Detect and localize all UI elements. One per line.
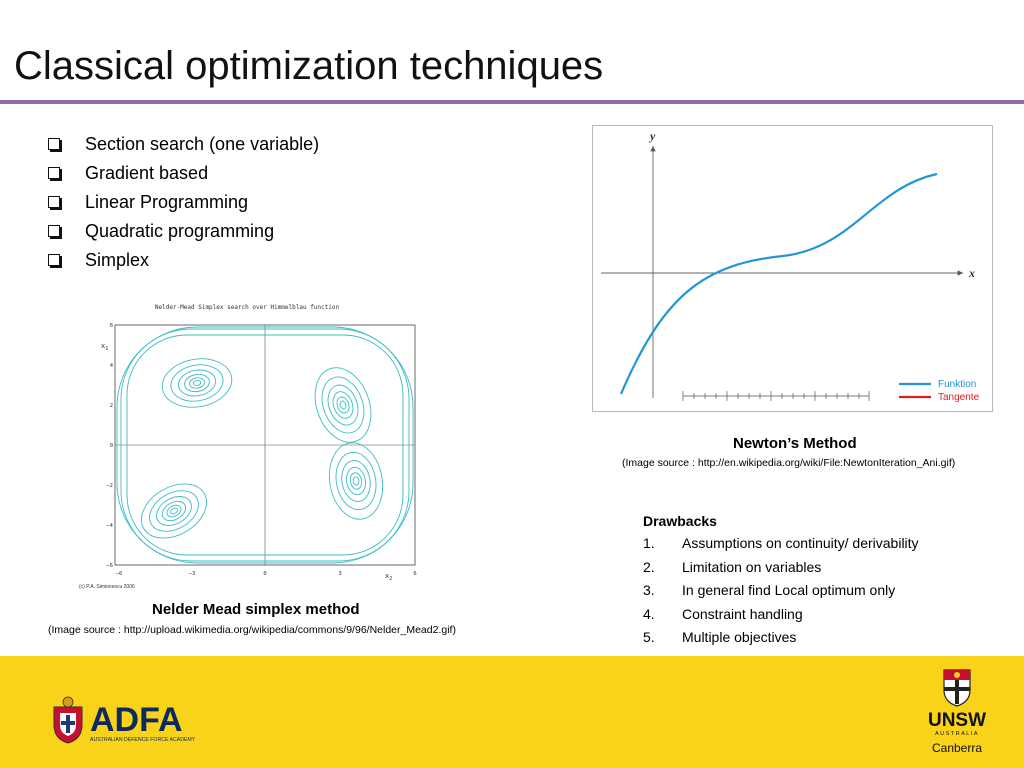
nelder-mead-source: (Image source : http://upload.wikimedia.… (48, 624, 456, 636)
newton-x-label: x (968, 266, 975, 280)
checkbox-bullet-icon (48, 225, 60, 237)
x-axis-label: x2 (385, 572, 392, 582)
adfa-crest-icon (53, 696, 83, 744)
ruler-ticks (682, 391, 870, 401)
contour-ring (166, 504, 182, 518)
bullet-label: Quadratic programming (85, 221, 275, 241)
checkbox-bullet-icon (48, 196, 60, 208)
x-tick-label: 0 (263, 571, 266, 577)
contour-ring (149, 490, 199, 532)
bullet-label: Gradient based (85, 163, 209, 183)
contour-ring (332, 391, 354, 419)
contour-ring (349, 472, 363, 490)
bullet-item: Linear Programming (46, 190, 319, 219)
unsw-logo: UNSW AUSTRALIA Canberra (922, 668, 992, 763)
y-tick-label: −6 (106, 563, 113, 569)
contour-ring (327, 384, 359, 426)
contour-ring (184, 373, 210, 393)
checkbox-bullet-icon (48, 254, 60, 266)
checkbox-bullet-icon (48, 138, 60, 150)
contour-outer-loop (126, 334, 404, 556)
contour-ring (140, 483, 208, 539)
contour-ring (346, 466, 366, 496)
bullet-item: Section search (one variable) (46, 132, 319, 161)
y-tick-label: −4 (106, 523, 113, 529)
bullet-label: Linear Programming (85, 192, 249, 212)
contour-ring (192, 379, 202, 387)
drawbacks-list: Drawbacks 1. Assumptions on continuity/ d… (643, 511, 919, 651)
unsw-wordmark: UNSW (928, 710, 986, 731)
newton-method-figure: y x Funktion Tangente (592, 125, 993, 412)
adfa-logo: ADFA AUSTRALIAN DEFENCE FORCE ACADEMY (50, 695, 200, 750)
contour-outer-loop (116, 326, 414, 564)
contour-ring (339, 400, 347, 410)
image-credit: (c) P.A. Simionescu 2006 (79, 584, 135, 590)
bullet-label: Simplex (85, 250, 150, 270)
checkbox-bullet-icon (48, 167, 60, 179)
unsw-country: AUSTRALIA (935, 731, 979, 737)
bullet-item: Gradient based (46, 161, 319, 190)
drawback-item: 1. Assumptions on continuity/ derivabilit… (643, 535, 919, 551)
contour-lines (116, 326, 414, 564)
drawback-item: 3. In general find Local optimum only (643, 582, 896, 598)
bullet-list: Section search (one variable) Gradient b… (46, 132, 319, 277)
function-curve (619, 172, 938, 395)
contour-ring (161, 500, 187, 522)
bullet-item: Simplex (46, 248, 319, 277)
newton-source: (Image source : http://en.wikipedia.org/… (622, 457, 956, 469)
contour-ring (156, 496, 192, 526)
contour-ring (321, 376, 365, 434)
contour-ring (177, 369, 217, 397)
contour-ring (189, 377, 205, 389)
bullet-item: Quadratic programming (46, 219, 319, 248)
legend-label-function: Funktion (938, 379, 976, 390)
x-tick-label: 6 (413, 571, 416, 577)
newton-y-label: y (648, 129, 656, 143)
contour-ring (314, 367, 372, 443)
bullet-label: Section search (one variable) (85, 134, 320, 154)
contour-ring (352, 476, 360, 486)
contour-plot-title: Nelder-Mead Simplex search over Himmelbl… (155, 304, 340, 311)
contour-ring (328, 442, 384, 520)
contour-ring (341, 460, 371, 502)
unsw-campus: Canberra (932, 741, 982, 755)
contour-ring (161, 358, 233, 408)
x-tick-label: −6 (116, 571, 123, 577)
contour-ring (170, 507, 178, 515)
slide-title: Classical optimization techniques (14, 44, 604, 88)
adfa-wordmark: ADFA (90, 701, 183, 739)
adfa-full-name: AUSTRALIAN DEFENCE FORCE ACADEMY (90, 737, 196, 743)
contour-ring (170, 364, 224, 402)
legend-label-tangent: Tangente (938, 392, 980, 403)
y-tick-label: 4 (110, 363, 114, 369)
y-tick-label: −2 (106, 483, 113, 489)
x-tick-label: 3 (338, 571, 341, 577)
y-tick-label: 2 (110, 403, 113, 409)
drawbacks-heading: Drawbacks (643, 513, 717, 529)
contour-outer-loop (120, 328, 410, 562)
drawback-item: 2. Limitation on variables (643, 558, 822, 575)
drawback-item: 4. Constraint handling (643, 605, 803, 622)
y-tick-label: 6 (110, 323, 113, 329)
contour-ring (335, 451, 377, 511)
y-tick-label: 0 (110, 443, 113, 449)
drawback-item: 5. Multiple objectives (643, 629, 797, 645)
nelder-mead-contour-figure: Nelder-Mead Simplex search over Himmelbl… (77, 301, 458, 591)
nelder-mead-caption: Nelder Mead simplex method (152, 601, 360, 618)
newton-caption: Newton’s Method (733, 435, 857, 452)
y-axis-label: x1 (101, 342, 108, 352)
title-divider (0, 100, 1024, 104)
contour-ring (336, 396, 350, 414)
x-tick-label: −3 (189, 571, 196, 577)
unsw-crest-icon (943, 669, 971, 707)
footer-band (0, 656, 1024, 768)
